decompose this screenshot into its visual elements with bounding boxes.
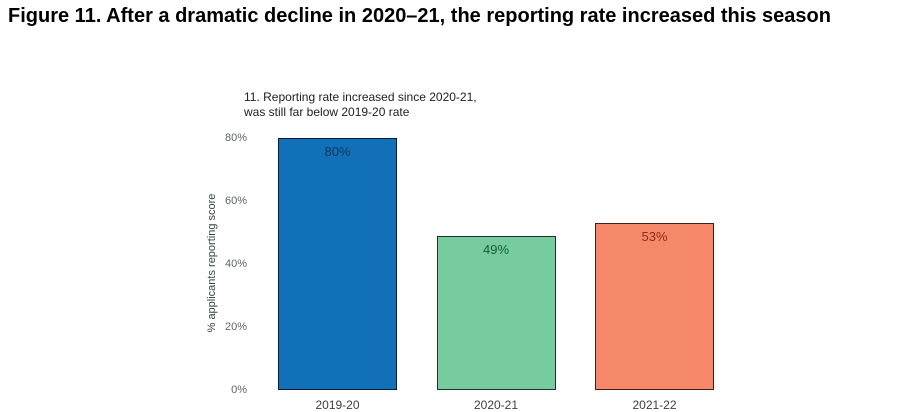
y-tick-label: 60% [224,195,247,207]
x-tick-label: 2021-22 [632,398,677,412]
x-tick-label: 2019-20 [315,398,360,412]
bar-value-label: 80% [324,144,351,159]
bar-2019-20: 80% [278,138,397,390]
y-tick-label: 40% [224,258,247,270]
figure-caption: Figure 11. After a dramatic decline in 2… [8,5,831,27]
y-tick-label: 0% [231,384,247,396]
y-tick-label: 80% [224,132,247,144]
y-tick-label: 20% [224,321,247,333]
bar-value-label: 49% [482,241,510,257]
bar-2020-21: 49% [436,235,556,390]
bar-2021-22: 53% [595,223,714,390]
x-tick-label: 2020-21 [473,398,519,412]
chart-title: 11. Reporting rate increased since 2020-… [244,90,477,119]
bar-value-label: 53% [641,229,668,245]
